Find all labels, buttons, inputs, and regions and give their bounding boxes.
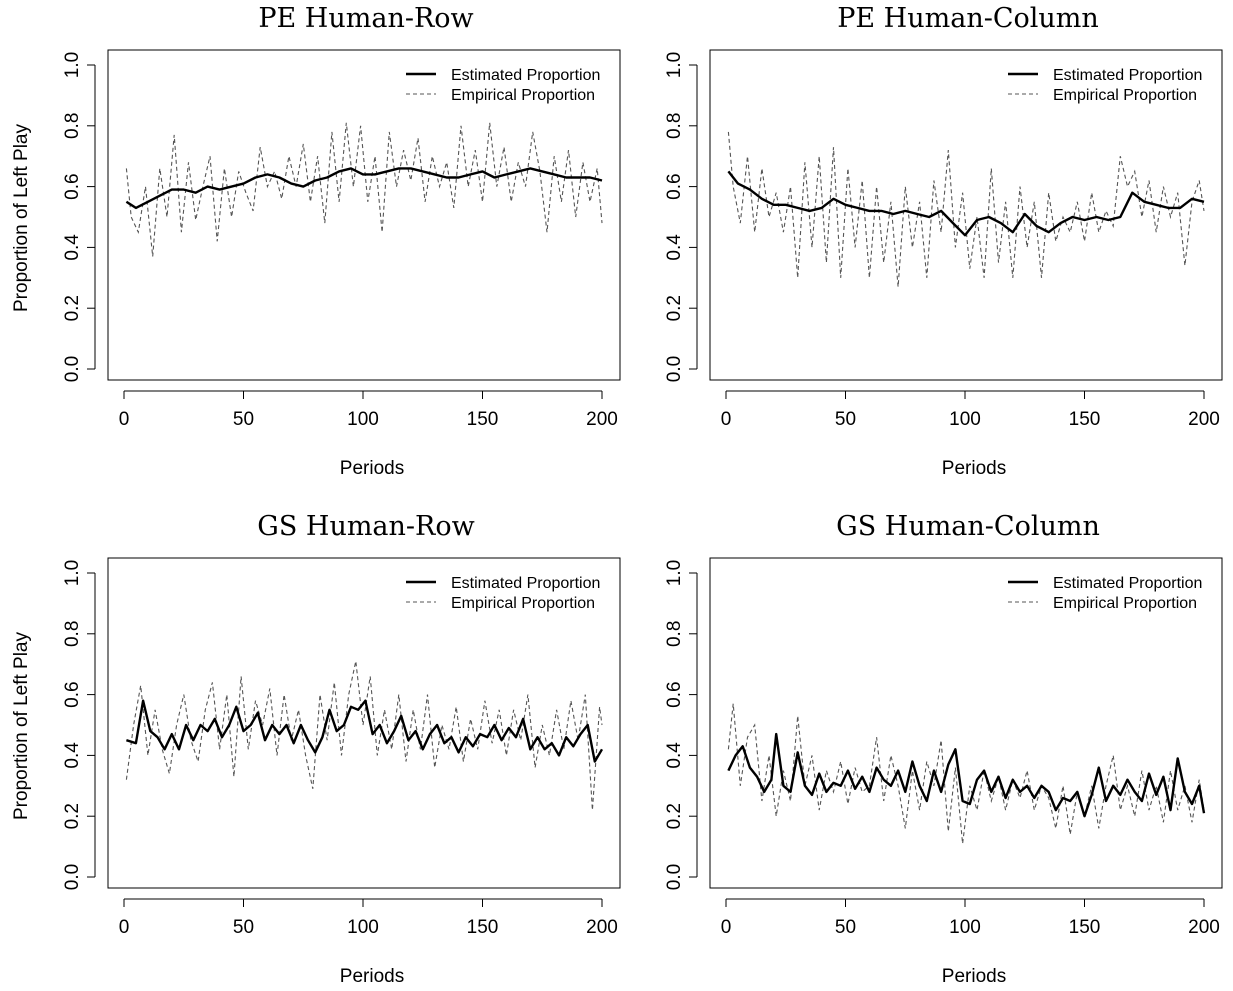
chart-title: PE Human-Column bbox=[837, 3, 1099, 34]
plot-frame bbox=[107, 49, 621, 381]
panel-3: GS Human-Row 0 50 100 150 200 Periods 0.0 0.2 0.4… bbox=[11, 511, 621, 987]
x-tick-label: 50 bbox=[835, 409, 856, 430]
x-tick-label: 200 bbox=[586, 409, 618, 430]
y-tick-label: 0.0 bbox=[62, 356, 83, 382]
x-axis-label: Periods bbox=[340, 966, 404, 987]
x-axis: 0 50 100 150 200 Periods bbox=[721, 390, 1220, 479]
y-tick-label: 0.0 bbox=[62, 864, 83, 890]
y-tick-label: 0.4 bbox=[62, 234, 83, 261]
x-tick-label: 50 bbox=[233, 917, 254, 938]
y-tick-label: 0.8 bbox=[62, 621, 83, 647]
legend-label: Estimated Proportion bbox=[451, 575, 600, 592]
y-axis: 0.0 0.2 0.4 0.6 0.8 1.0 bbox=[664, 560, 698, 890]
legend-label: Empirical Proportion bbox=[1053, 87, 1197, 104]
x-tick-label: 100 bbox=[949, 917, 981, 938]
y-axis: 0.0 0.2 0.4 0.6 0.8 1.0 Proportion of Left Pla… bbox=[11, 52, 96, 382]
y-tick-label: 1.0 bbox=[664, 52, 685, 78]
x-tick-label: 0 bbox=[119, 917, 130, 938]
chart-title: PE Human-Row bbox=[258, 3, 473, 34]
plot-frame bbox=[107, 557, 621, 889]
y-tick-label: 0.8 bbox=[664, 621, 685, 647]
chart-title: GS Human-Column bbox=[836, 511, 1100, 542]
y-tick-label: 0.6 bbox=[62, 681, 83, 707]
legend-label: Estimated Proportion bbox=[451, 67, 600, 84]
series-line-estimated bbox=[126, 699, 604, 763]
chart-title: GS Human-Row bbox=[257, 511, 475, 542]
panel-1: PE Human-Row 0 50 100 150 200 Periods 0.0 0.2 0.4… bbox=[11, 3, 621, 479]
y-axis-label: Proportion of Left Play bbox=[11, 124, 32, 312]
x-axis-label: Periods bbox=[340, 458, 404, 479]
y-axis-label: Proportion of Left Play bbox=[11, 632, 32, 820]
y-tick-label: 0.4 bbox=[664, 234, 685, 261]
y-tick-label: 1.0 bbox=[62, 52, 83, 78]
y-tick-label: 0.8 bbox=[62, 113, 83, 139]
x-axis-label: Periods bbox=[942, 966, 1006, 987]
x-tick-label: 200 bbox=[586, 917, 618, 938]
x-tick-label: 100 bbox=[949, 409, 981, 430]
plot-frame bbox=[709, 557, 1223, 889]
y-tick-label: 0.0 bbox=[664, 356, 685, 382]
x-tick-label: 100 bbox=[347, 409, 379, 430]
x-tick-label: 50 bbox=[835, 917, 856, 938]
legend-label: Empirical Proportion bbox=[451, 595, 595, 612]
series-line-empirical bbox=[125, 661, 603, 811]
x-tick-label: 100 bbox=[347, 917, 379, 938]
y-axis: 0.0 0.2 0.4 0.6 0.8 1.0 bbox=[664, 52, 698, 382]
series-line-empirical bbox=[727, 131, 1205, 287]
y-tick-label: 1.0 bbox=[664, 560, 685, 586]
legend: Estimated Proportion Empirical Proportion bbox=[1008, 67, 1202, 104]
y-tick-label: 0.6 bbox=[62, 173, 83, 199]
y-tick-label: 0.2 bbox=[62, 295, 83, 321]
x-tick-label: 0 bbox=[721, 917, 732, 938]
x-tick-label: 150 bbox=[467, 917, 499, 938]
plot-frame bbox=[709, 49, 1223, 381]
legend: Estimated Proportion Empirical Proportion bbox=[1008, 575, 1202, 612]
y-tick-label: 0.4 bbox=[62, 742, 83, 769]
legend-label: Estimated Proportion bbox=[1053, 575, 1202, 592]
x-tick-label: 150 bbox=[1069, 409, 1101, 430]
y-tick-label: 0.0 bbox=[664, 864, 685, 890]
x-tick-label: 150 bbox=[467, 409, 499, 430]
x-tick-label: 50 bbox=[233, 409, 254, 430]
y-tick-label: 0.6 bbox=[664, 681, 685, 707]
series-line-estimated bbox=[125, 167, 603, 210]
series-line-empirical bbox=[727, 703, 1205, 844]
y-tick-label: 0.6 bbox=[664, 173, 685, 199]
y-tick-label: 0.2 bbox=[664, 295, 685, 321]
y-tick-label: 1.0 bbox=[62, 560, 83, 586]
series-line-empirical bbox=[125, 122, 603, 257]
x-tick-label: 150 bbox=[1069, 917, 1101, 938]
y-axis: 0.0 0.2 0.4 0.6 0.8 1.0 Proportion of Left Pla… bbox=[11, 560, 96, 890]
x-axis: 0 50 100 150 200 Periods bbox=[119, 898, 618, 987]
x-axis: 0 50 100 150 200 Periods bbox=[119, 390, 618, 479]
legend: Estimated Proportion Empirical Proportion bbox=[406, 67, 600, 104]
x-tick-label: 0 bbox=[119, 409, 130, 430]
x-tick-label: 0 bbox=[721, 409, 732, 430]
legend: Estimated Proportion Empirical Proportion bbox=[406, 575, 600, 612]
panel-4: GS Human-Column 0 50 100 150 200 Periods 0.0 0.2… bbox=[664, 511, 1223, 987]
panel-2: PE Human-Column 0 50 100 150 200 Periods 0.0 0.2… bbox=[664, 3, 1223, 479]
y-tick-label: 0.2 bbox=[62, 803, 83, 829]
x-axis: 0 50 100 150 200 Periods bbox=[721, 898, 1220, 987]
y-tick-label: 0.4 bbox=[664, 742, 685, 769]
y-tick-label: 0.2 bbox=[664, 803, 685, 829]
series-line-estimated bbox=[727, 170, 1205, 237]
x-tick-label: 200 bbox=[1188, 409, 1220, 430]
legend-label: Estimated Proportion bbox=[1053, 67, 1202, 84]
legend-label: Empirical Proportion bbox=[1053, 595, 1197, 612]
y-tick-label: 0.8 bbox=[664, 113, 685, 139]
series-line-estimated bbox=[727, 732, 1206, 818]
legend-label: Empirical Proportion bbox=[451, 87, 595, 104]
x-axis-label: Periods bbox=[942, 458, 1006, 479]
x-tick-label: 200 bbox=[1188, 917, 1220, 938]
